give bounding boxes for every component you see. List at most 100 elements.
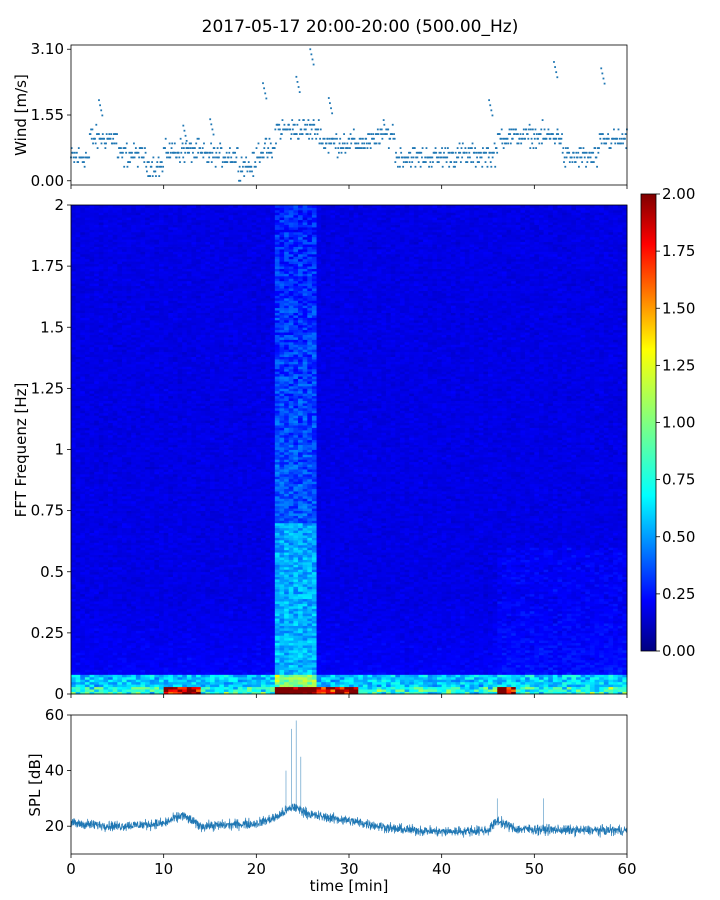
spectrogram-cell [85,542,90,545]
spectrogram-cell [99,628,104,631]
spectrogram-cell [159,520,164,523]
spectrogram-cell [99,538,104,541]
spectrogram-cell [76,361,81,364]
spectrogram-cell [141,408,146,411]
spectrogram-cell [71,273,76,276]
wind-point [218,157,220,159]
spectrogram-cell [99,225,104,228]
spectrogram-cell [76,232,81,235]
spectrogram-cell [127,511,132,514]
spectrogram-cell [145,665,150,668]
spectrogram-cell [108,313,113,316]
spectrogram-cell [131,665,136,668]
spectrogram-cell [145,376,150,379]
spectrogram-cell [103,684,108,687]
spectrogram-cell [113,215,118,218]
spectrogram-cell [164,608,169,611]
spectrogram-cell [76,432,81,435]
spectrogram-cell [76,335,81,338]
spectrogram-cell [117,335,122,338]
spectrogram-cell [164,535,169,538]
spectrogram-cell [76,679,81,682]
wind-point [446,157,448,159]
spectrogram-cell [108,288,113,291]
spectrogram-cell [94,484,99,487]
spectrogram-cell [94,511,99,514]
spectrogram-cell [159,506,164,509]
spectrogram-cell [122,474,127,477]
spectrogram-cell [117,586,122,589]
spectrogram-cell [136,342,141,345]
spectrogram-cell [117,361,122,364]
spectrogram-cell [141,652,146,655]
spectrogram-cell [127,560,132,563]
spectrogram-cell [127,481,132,484]
spectrogram-cell [131,657,136,660]
spectrogram-cell [99,611,104,614]
spectrogram-cell [108,628,113,631]
spectrogram-cell [150,486,155,489]
spectrogram-cell [76,347,81,350]
spectrogram-cell [127,428,132,431]
spectrogram-cell [113,608,118,611]
spectrogram-cell [94,516,99,519]
spectrogram-cell [150,623,155,626]
spectrogram-cell [85,264,90,267]
spectrogram-cell [117,520,122,523]
spectrogram-cell [90,288,95,291]
spectrogram-cell [71,665,76,668]
spectrogram-cell [154,660,159,663]
spectrogram-cell [80,650,85,653]
spectrogram-cell [145,670,150,673]
spectrogram-cell [76,383,81,386]
spectrogram-cell [136,225,141,228]
spectrogram-cell [71,271,76,274]
spectrogram-cell [159,428,164,431]
spectrogram-cell [154,281,159,284]
wind-point [596,157,598,159]
spectrogram-cell [117,401,122,404]
wind-point [333,143,335,145]
spectrogram-cell [76,369,81,372]
spectrogram-cell [154,606,159,609]
spectrogram-cell [80,667,85,670]
wind-point [75,157,77,159]
spectrogram-cell [71,542,76,545]
spectrogram-cell [71,608,76,611]
wind-point [309,48,311,50]
spectrogram-cell [99,626,104,629]
spectrogram-cell [127,557,132,560]
spectrogram-cell [122,623,127,626]
spectrogram-cell [122,682,127,685]
spectrogram-cell [154,594,159,597]
spectrogram-cell [94,205,99,208]
spectrogram-cell [127,354,132,357]
spectrogram-cell [150,291,155,294]
spectrogram-cell [141,364,146,367]
spectrogram-cell [80,494,85,497]
spectrogram-cell [108,371,113,374]
spectrogram-cell [80,420,85,423]
spectrogram-cell [127,288,132,291]
spectrogram-cell [108,281,113,284]
spectrogram-cell [159,472,164,475]
spectrogram-cell [103,540,108,543]
spectrogram-cell [103,589,108,592]
wind-point [170,152,172,154]
spectrogram-cell [159,481,164,484]
spectrogram-cell [127,640,132,643]
spectrogram-cell [150,550,155,553]
wind-point [585,166,587,168]
spectrogram-cell [85,616,90,619]
spectrogram-cell [150,205,155,208]
spectrogram-cell [113,528,118,531]
spectrogram-cell [103,613,108,616]
spectrogram-cell [71,582,76,585]
spectrogram-cell [85,220,90,223]
spectrogram-cell [122,364,127,367]
spectrogram-cell [150,498,155,501]
spectrogram-cell [99,232,104,235]
spectrogram-cell [108,418,113,421]
spectrogram-cell [122,604,127,607]
spectrogram-cell [136,308,141,311]
